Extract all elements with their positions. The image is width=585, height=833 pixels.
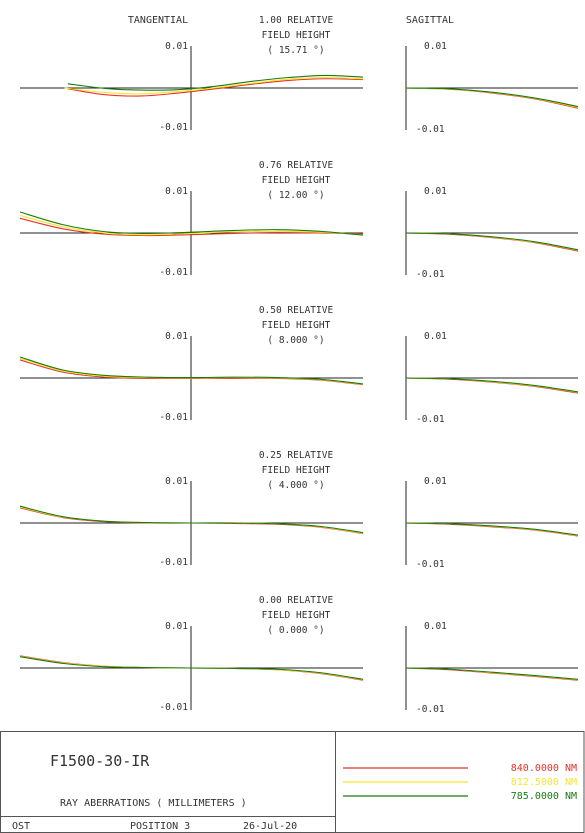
sagittal-curve-2 (405, 522, 579, 536)
lens-name: F1500-30-IR (50, 752, 150, 770)
legend-label-2: 785.0000 NM (511, 791, 577, 802)
sagittal-header: SAGITTAL (406, 15, 454, 26)
sagittal-tick-top: 0.01 (424, 186, 447, 197)
sagittal-tick-bottom: -0.01 (416, 269, 445, 280)
field-relative-label: 0.00 RELATIVE (259, 595, 334, 606)
sagittal-tick-bottom: -0.01 (416, 414, 445, 425)
tangential-curve-2 (19, 656, 364, 680)
sagittal-curve-1 (405, 377, 579, 393)
field-relative-label: 1.00 RELATIVE (259, 15, 334, 26)
tangential-tick-bottom: -0.01 (159, 702, 188, 713)
tangential-tick-bottom: -0.01 (159, 412, 188, 423)
sagittal-curve-0 (405, 667, 579, 681)
tangential-curve-1 (19, 214, 364, 236)
title-block-frame (0, 731, 585, 833)
legend-label-0: 840.0000 NM (511, 763, 577, 774)
sagittal-tick-top: 0.01 (424, 41, 447, 52)
tangential-tick-bottom: -0.01 (159, 122, 188, 133)
tangential-curve-0 (19, 217, 364, 237)
sagittal-curve-1 (405, 522, 579, 537)
sagittal-curve-2 (405, 667, 579, 680)
sagittal-tick-top: 0.01 (424, 331, 447, 342)
field-height-label: FIELD HEIGHT (262, 30, 331, 41)
sagittal-curve-2 (405, 87, 579, 108)
sagittal-curve-2 (405, 232, 579, 251)
field-plots: 0.01 -0.01 0.01 -0.01 1.00 RELATIVE FIELD HEI… (19, 15, 579, 715)
sagittal-curve-1 (405, 667, 579, 681)
footer-ost: OST (12, 821, 30, 832)
sagittal-curve-1 (405, 87, 579, 108)
tangential-tick-bottom: -0.01 (159, 267, 188, 278)
sagittal-tick-bottom: -0.01 (416, 124, 445, 135)
tangential-header: TANGENTIAL (128, 15, 188, 26)
sagittal-curve-0 (405, 87, 579, 109)
tangential-tick-top: 0.01 (165, 621, 188, 632)
field-height-label: FIELD HEIGHT (262, 465, 331, 476)
field-height-label: FIELD HEIGHT (262, 175, 331, 186)
legend-label-1: 812.5000 NM (511, 777, 577, 788)
field-angle-label: ( 0.000 °) (267, 625, 324, 636)
field-angle-label: ( 15.71 °) (267, 45, 324, 56)
tangential-tick-top: 0.01 (165, 331, 188, 342)
field-row-1: 0.01 -0.01 0.01 -0.01 0.76 RELATIVE FIELD HEI… (19, 160, 579, 280)
field-row-4: 0.01 -0.01 0.01 -0.01 0.00 RELATIVE FIELD HEI… (19, 595, 579, 715)
tangential-curve-2 (19, 211, 364, 236)
chart-caption: RAY ABERRATIONS ( MILLIMETERS ) (60, 798, 247, 809)
field-height-label: FIELD HEIGHT (262, 610, 331, 621)
field-row-0: 0.01 -0.01 0.01 -0.01 1.00 RELATIVE FIELD HEI… (20, 15, 579, 135)
field-row-2: 0.01 -0.01 0.01 -0.01 0.50 RELATIVE FIELD HEI… (19, 305, 579, 425)
sagittal-curve-2 (405, 377, 579, 393)
footer-date: 26-Jul-20 (243, 821, 297, 832)
tangential-curve-0 (67, 78, 364, 97)
field-relative-label: 0.76 RELATIVE (259, 160, 334, 171)
field-height-label: FIELD HEIGHT (262, 320, 331, 331)
tangential-tick-bottom: -0.01 (159, 557, 188, 568)
sagittal-curve-1 (405, 232, 579, 251)
sagittal-tick-bottom: -0.01 (416, 559, 445, 570)
field-angle-label: ( 8.000 °) (267, 335, 324, 346)
wavelength-legend: 840.0000 NM 812.5000 NM 785.0000 NM (343, 763, 577, 802)
sagittal-tick-bottom: -0.01 (416, 704, 445, 715)
sagittal-tick-top: 0.01 (424, 621, 447, 632)
sagittal-curve-0 (405, 377, 579, 394)
sagittal-curve-0 (405, 232, 579, 252)
title-block: F1500-30-IR RAY ABERRATIONS ( MILLIMETER… (0, 731, 585, 833)
sagittal-curve-0 (405, 522, 579, 537)
tangential-tick-top: 0.01 (165, 41, 188, 52)
tangential-curve-2 (67, 74, 364, 91)
sagittal-tick-top: 0.01 (424, 476, 447, 487)
field-angle-label: ( 12.00 °) (267, 190, 324, 201)
field-relative-label: 0.50 RELATIVE (259, 305, 334, 316)
tangential-tick-top: 0.01 (165, 186, 188, 197)
tangential-curve-2 (19, 356, 364, 385)
field-angle-label: ( 4.000 °) (267, 480, 324, 491)
tangential-curve-2 (19, 505, 364, 534)
field-row-3: 0.01 -0.01 0.01 -0.01 0.25 RELATIVE FIELD HEI… (19, 450, 579, 570)
tangential-curve-1 (64, 76, 364, 95)
footer-position: POSITION 3 (130, 821, 190, 832)
tangential-tick-top: 0.01 (165, 476, 188, 487)
field-relative-label: 0.25 RELATIVE (259, 450, 334, 461)
